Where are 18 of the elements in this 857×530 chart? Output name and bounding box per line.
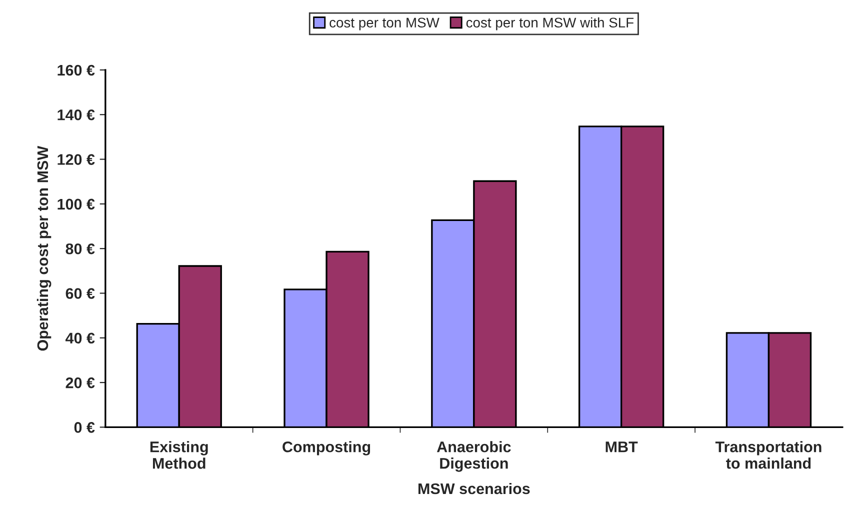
y-tick-label: 60 € [66,288,95,299]
x-tick-label: MBT [606,442,638,452]
y-tick-label: 80 € [66,243,95,254]
y-tick-label: 20 € [66,377,95,388]
y-axis-title: Operating cost per ton MSW [36,146,52,351]
y-tick-label: 120 € [58,154,95,165]
x-tick-label: Anaerobic Digestion [436,441,511,472]
y-tick-label: 140 € [58,109,95,120]
y-tick-label: 160 € [58,64,95,76]
x-tick-label: Transportation to mainland [715,441,822,469]
y-tick-label: 100 € [58,198,95,210]
legend-label: cost per ton MSW with SLF [466,17,634,30]
legend-label: cost per ton MSW [330,18,440,30]
y-tick-label: 40 € [65,332,95,344]
x-tick-label: Existing Method [150,441,208,469]
y-tick-label: 0 € [74,422,95,433]
x-axis-title: MSW scenarios [418,482,530,494]
x-tick-label: Composting [282,441,370,456]
